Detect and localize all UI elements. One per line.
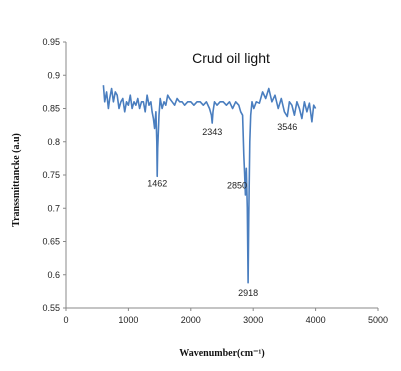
peak-label: 3546 xyxy=(277,122,297,132)
y-tick-label: 0.9 xyxy=(47,70,60,80)
y-tick-label: 0.85 xyxy=(42,104,60,114)
x-tick-label: 0 xyxy=(63,315,68,325)
y-tick-label: 0.75 xyxy=(42,170,60,180)
series xyxy=(102,85,317,284)
chart-title: Crud oil light xyxy=(192,50,270,66)
x-tick-label: 3000 xyxy=(243,315,263,325)
x-tick-labels: 0 1000 2000 3000 4000 5000 xyxy=(63,315,388,325)
y-tick-label: 0.8 xyxy=(47,137,60,147)
spectrum-line xyxy=(102,85,317,284)
y-tick-label: 0.7 xyxy=(47,203,60,213)
axes xyxy=(63,41,379,311)
annotations: 1462 2343 2850 2918 3546 xyxy=(147,122,297,298)
peak-label: 1462 xyxy=(147,178,167,188)
peak-label: 2918 xyxy=(238,288,258,298)
y-tick-label: 0.55 xyxy=(42,303,60,313)
y-tick-label: 0.65 xyxy=(42,237,60,247)
x-tick-label: 1000 xyxy=(118,315,138,325)
x-axis-title: Wavenumber(cm⁻¹) xyxy=(179,348,264,359)
x-tick-label: 5000 xyxy=(368,315,388,325)
x-tick-label: 4000 xyxy=(306,315,326,325)
peak-label: 2343 xyxy=(202,127,222,137)
peak-label: 2850 xyxy=(227,180,247,190)
y-tick-label: 0.6 xyxy=(47,270,60,280)
y-axis-title: Transsmittancke (a.u) xyxy=(11,133,22,227)
y-tick-label: 0.95 xyxy=(42,37,60,47)
y-tick-labels: 0.55 0.6 0.65 0.7 0.75 0.8 0.85 0.9 0.95 xyxy=(42,37,60,313)
x-tick-label: 2000 xyxy=(181,315,201,325)
